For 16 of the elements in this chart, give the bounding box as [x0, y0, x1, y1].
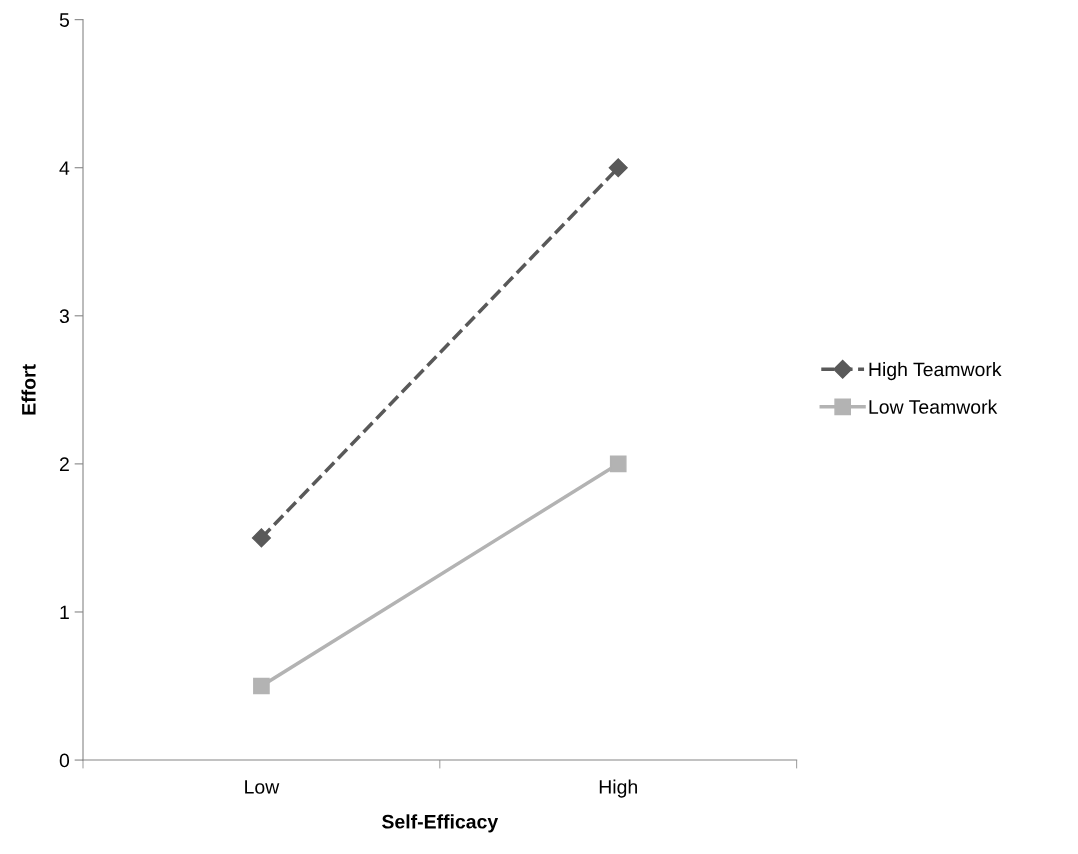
legend-label: Low Teamwork — [869, 399, 998, 414]
y-tick-label: 1 — [60, 605, 69, 620]
y-tick-label: 3 — [59, 309, 69, 324]
x-tick-label: Low — [245, 780, 280, 794]
point — [608, 158, 628, 178]
y-tick-label: 0 — [59, 753, 70, 768]
y-axis-title: Effort — [21, 364, 36, 415]
point — [251, 528, 271, 548]
x-axis-title: Self-Efficacy — [382, 814, 499, 833]
point — [609, 455, 627, 473]
y-tick-label: 4 — [59, 161, 70, 175]
y-tick-label: 2 — [59, 457, 69, 471]
legend-label: High Teamwork — [869, 362, 1002, 381]
y-tick-label: 5 — [59, 13, 69, 27]
x-tick-label: High — [599, 779, 637, 798]
point — [253, 677, 270, 695]
